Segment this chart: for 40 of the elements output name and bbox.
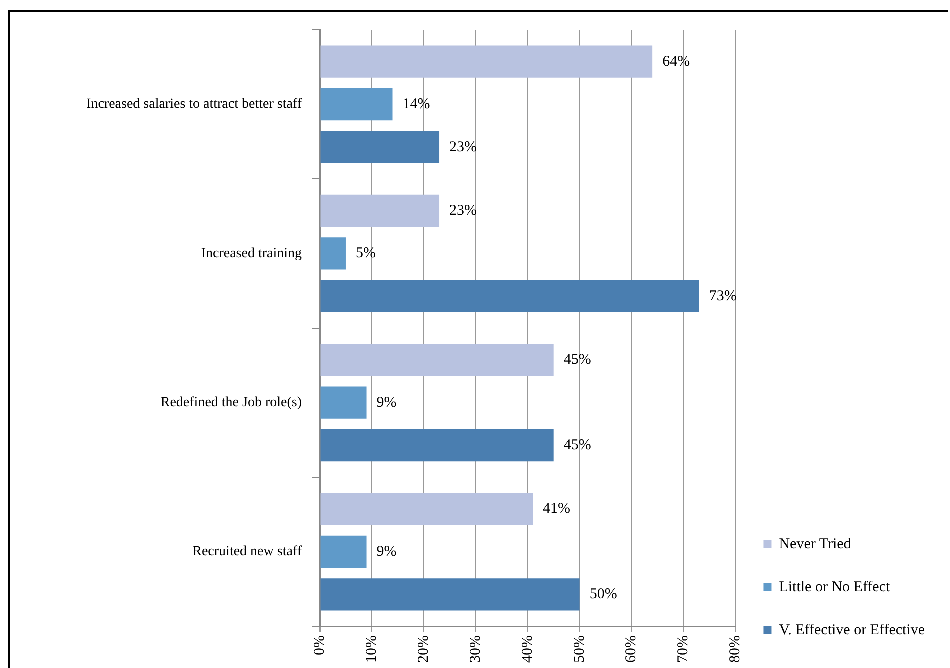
bar — [320, 386, 367, 419]
data-label: 23% — [450, 139, 478, 156]
bar — [320, 131, 440, 164]
x-tick-label: 10% — [364, 636, 380, 664]
data-label: 23% — [450, 202, 478, 219]
x-tick-label: 50% — [572, 636, 588, 664]
data-label: 9% — [376, 544, 397, 560]
x-tick-label: 30% — [468, 636, 484, 664]
x-tick-label: 20% — [416, 636, 432, 664]
bar — [320, 578, 580, 611]
y-tick-label: Redefined the Job role(s) — [160, 395, 302, 410]
data-label: 45% — [564, 352, 592, 368]
legend-label: V. Effective or Effective — [779, 622, 926, 638]
bar — [320, 493, 534, 526]
y-tick-label: Increased training — [201, 246, 302, 262]
data-label: 64% — [662, 54, 690, 70]
x-tick-label: 40% — [520, 636, 536, 664]
bar — [320, 88, 393, 121]
data-label: 50% — [590, 586, 618, 603]
x-tick-label: 60% — [624, 636, 640, 664]
legend-label: Little or No Effect — [779, 579, 891, 596]
legend-label: Never Tried — [779, 536, 852, 552]
bar — [320, 46, 653, 78]
x-tick-label: 80% — [728, 636, 744, 664]
data-label: 41% — [543, 501, 571, 518]
data-label: 73% — [709, 288, 737, 304]
y-tick-label: Increased salaries to attract better staff — [86, 97, 302, 112]
data-label: 5% — [356, 246, 376, 262]
data-label: 14% — [402, 96, 430, 112]
bar — [320, 344, 554, 376]
x-tick-label: 0% — [312, 636, 328, 656]
bar — [320, 194, 440, 227]
bar — [320, 238, 346, 270]
y-tick-label: Recruited new staff — [192, 544, 302, 560]
x-tick-label: 70% — [676, 636, 692, 664]
bar — [320, 536, 367, 568]
data-label: 45% — [564, 438, 592, 454]
data-label: 9% — [376, 394, 397, 411]
bar — [320, 280, 700, 312]
bar — [320, 430, 554, 462]
